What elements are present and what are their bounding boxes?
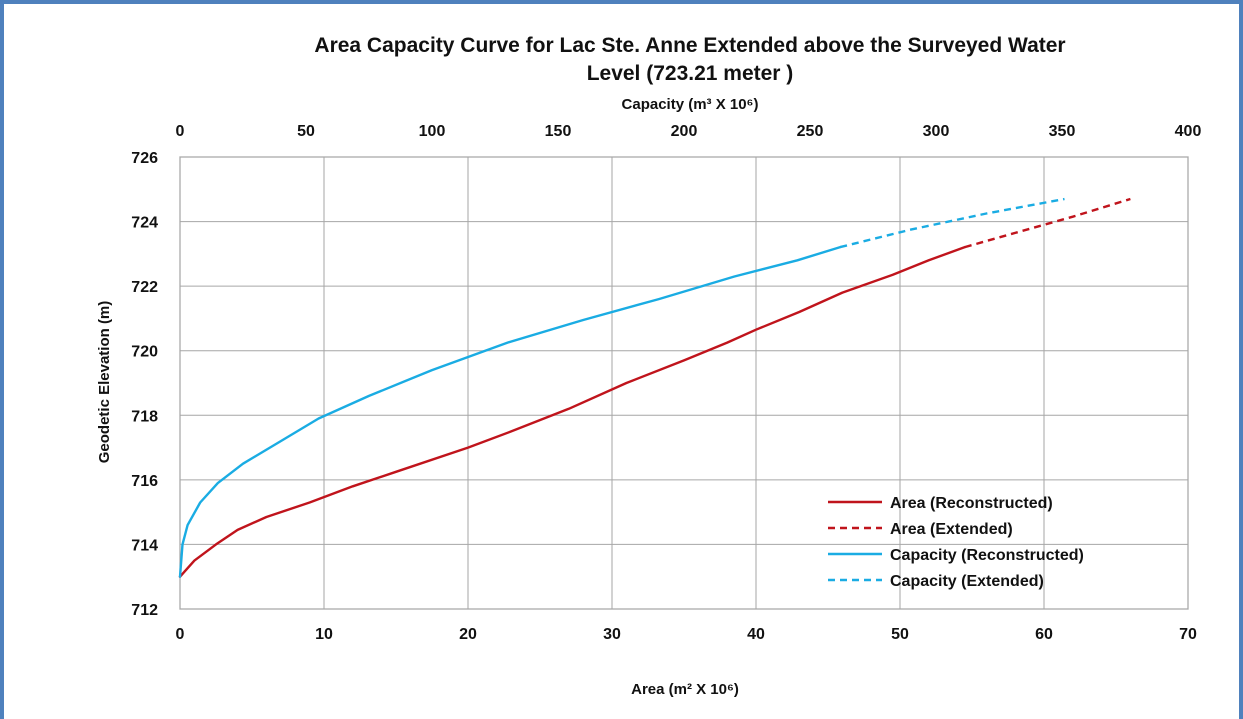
y-axis-tick-label: 726 [131, 150, 158, 167]
bottom-axis-title: Area (m² X 10⁶) [631, 681, 739, 698]
y-axis-tick-label: 718 [131, 408, 158, 425]
top-axis-tick-label: 400 [1175, 123, 1202, 140]
series-line-area-extended [964, 197, 1131, 249]
legend-label: Area (Reconstructed) [890, 495, 1053, 512]
series-line-capacity-reconstructed [178, 245, 842, 578]
y-axis-tick-label: 724 [131, 215, 158, 232]
chart-frame-right-border [1239, 0, 1243, 719]
legend-label: Area (Extended) [890, 521, 1013, 538]
bottom-axis-tick-label: 30 [603, 626, 621, 643]
top-axis-tick-label: 350 [1049, 123, 1076, 140]
top-axis-tick-label: 100 [419, 123, 446, 140]
y-axis-tick-label: 714 [131, 537, 158, 554]
series-layer [178, 197, 1131, 578]
top-axis-tick-label: 200 [671, 123, 698, 140]
chart-title-line-1: Area Capacity Curve for Lac Ste. Anne Ex… [314, 34, 1065, 57]
chart-title-line-2: Level (723.21 meter ) [587, 62, 794, 85]
top-axis-tick-label: 250 [797, 123, 824, 140]
bottom-axis-tick-label: 70 [1179, 626, 1197, 643]
top-axis-tick-label: 300 [923, 123, 950, 140]
grid-layer [179, 156, 1189, 610]
top-axis-tick-label: 150 [545, 123, 572, 140]
y-axis-tick-label: 720 [131, 344, 158, 361]
top-axis-tick-label: 0 [176, 123, 185, 140]
y-axis-tick-label: 716 [131, 473, 158, 490]
bottom-axis-tick-label: 10 [315, 626, 333, 643]
bottom-axis-tick-label: 60 [1035, 626, 1053, 643]
legend-label: Capacity (Extended) [890, 573, 1044, 590]
top-axis-title: Capacity (m³ X 10⁶) [622, 96, 759, 113]
y-axis-tick-label: 722 [131, 279, 158, 296]
top-axis-tick-label: 50 [297, 123, 315, 140]
tick-labels: 0 10 20 30 40 50 60 70 0 50 100 150 200 250 300 350 400 7… [131, 123, 1201, 643]
bottom-axis-tick-label: 40 [747, 626, 765, 643]
plot-area [179, 156, 1189, 610]
y-axis-title: Geodetic Elevation (m) [96, 301, 113, 464]
legend: Area (Reconstructed) Area (Extended) Capac… [828, 495, 1084, 590]
legend-label: Capacity (Reconstructed) [890, 547, 1084, 564]
bottom-axis-tick-label: 50 [891, 626, 909, 643]
bottom-axis-tick-label: 20 [459, 626, 477, 643]
series-line-area-reconstructed [178, 245, 966, 578]
y-axis-tick-label: 712 [131, 602, 158, 619]
series-line-capacity-extended [839, 197, 1065, 249]
bottom-axis-tick-label: 0 [176, 626, 185, 643]
